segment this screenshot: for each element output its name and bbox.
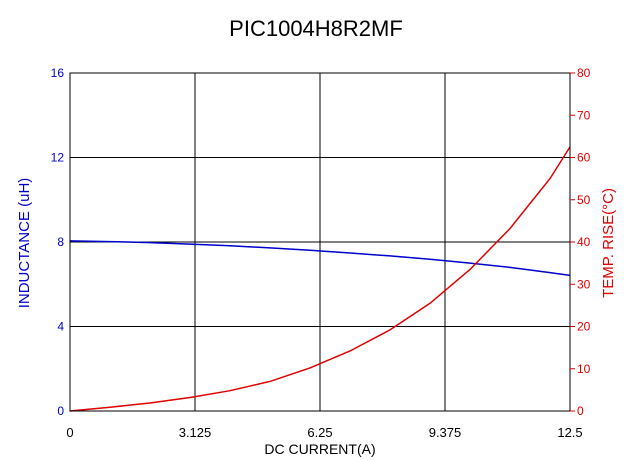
y2-tick-label: 60 — [577, 151, 591, 165]
y2-tick-label: 0 — [577, 404, 584, 418]
x-tick-label: 3.125 — [179, 425, 212, 440]
y-axis-label: INDUCTANCE (uH) — [16, 178, 33, 309]
y2-tick-label: 20 — [577, 320, 591, 334]
y-tick-label: 16 — [51, 66, 65, 80]
temp-rise-line — [69, 146, 571, 412]
y2-axis-label: TEMP. RISE(°C) — [600, 188, 617, 298]
x-axis-label: DC CURRENT(A) — [264, 441, 376, 457]
y2-tick-label: 80 — [577, 66, 591, 80]
x-tick-label: 6.25 — [307, 425, 332, 440]
y2-tick-label: 40 — [577, 235, 591, 249]
chart-title: PIC1004H8R2MF — [229, 16, 403, 41]
x-tick-label: 12.5 — [557, 425, 582, 440]
y2-tick-label: 30 — [577, 277, 591, 291]
y-tick-label: 8 — [57, 235, 64, 249]
y2-tick-label: 10 — [577, 362, 591, 376]
x-tick-label: 0 — [66, 425, 73, 440]
y2-tick-label: 50 — [577, 193, 591, 207]
y2-tick-label: 70 — [577, 108, 591, 122]
inductance-line — [69, 240, 571, 277]
y-tick-label: 0 — [57, 404, 64, 418]
y-tick-label: 4 — [57, 320, 64, 334]
x-tick-label: 9.375 — [429, 425, 462, 440]
y-tick-label: 12 — [51, 151, 65, 165]
